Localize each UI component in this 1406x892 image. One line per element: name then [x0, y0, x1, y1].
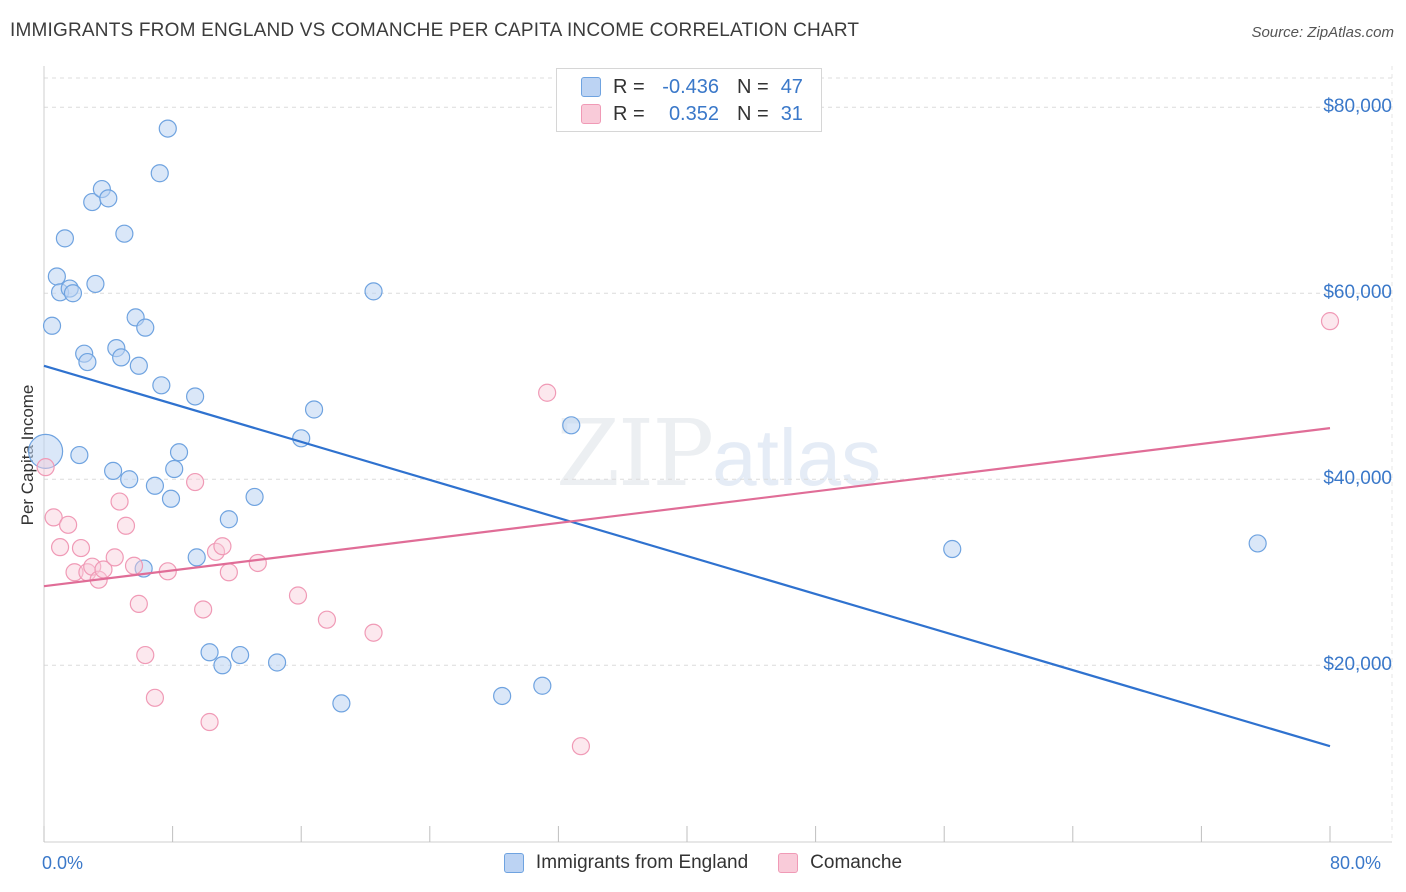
england-point — [70, 445, 89, 465]
comanche-trend-line — [43, 427, 1331, 588]
england-swatch — [581, 77, 601, 97]
comanche-point — [288, 586, 308, 605]
series-legend-england-label: Immigrants from England — [535, 852, 749, 873]
england-point — [231, 645, 250, 665]
england-point — [86, 274, 105, 294]
comanche-point — [136, 645, 155, 665]
y-tick-label: $20,000 — [1323, 654, 1392, 676]
england-point — [120, 470, 139, 489]
correlation-legend: R = -0.436 N = 47 R = 0.352 N = 31 — [556, 68, 822, 132]
legend-row-comanche: R = 0.352 N = 31 — [581, 102, 803, 126]
watermark: ZIPatlas — [556, 400, 881, 507]
england-point — [99, 189, 118, 208]
comanche-point — [571, 737, 591, 756]
england-point — [533, 676, 552, 695]
england-swatch — [503, 853, 524, 873]
comanche-point — [105, 548, 124, 567]
england-point — [304, 400, 324, 419]
comanche-point — [65, 563, 84, 582]
england-point — [219, 510, 238, 529]
comanche-point — [364, 623, 383, 642]
x-tick-label-min: 0.0% — [42, 853, 84, 873]
series-legend-comanche-label: Comanche — [810, 852, 903, 873]
comanche-point — [129, 594, 148, 613]
legend-r-value: -0.436 — [662, 75, 719, 98]
legend-r-label: R = — [613, 102, 645, 125]
england-point — [78, 352, 97, 372]
england-point — [63, 284, 83, 303]
x-tick-label-max: 80.0% — [1330, 853, 1382, 873]
comanche-point — [194, 600, 213, 619]
legend-row-england: R = -0.436 N = 47 — [581, 75, 803, 99]
legend-n-label: N = — [737, 75, 769, 98]
watermark-zip: ZIP — [556, 400, 714, 507]
series-legend: Immigrants from England Comanche — [0, 852, 1406, 874]
source-label: Source: ZipAtlas.com — [1251, 24, 1394, 41]
comanche-point — [213, 537, 232, 556]
england-point — [145, 476, 165, 495]
england-point — [1248, 534, 1267, 553]
england-point — [169, 443, 189, 462]
england-point — [187, 548, 206, 567]
comanche-point — [36, 458, 55, 477]
england-point — [112, 348, 131, 367]
england-point — [364, 282, 383, 301]
england-point — [136, 318, 155, 337]
comanche-point — [44, 508, 63, 527]
comanche-point — [317, 610, 337, 629]
england-point — [562, 416, 581, 435]
england-point — [186, 387, 205, 406]
legend-r-label: R = — [613, 75, 645, 98]
y-tick-label: $60,000 — [1323, 282, 1392, 304]
comanche-point — [200, 712, 219, 732]
legend-n-label: N = — [737, 102, 769, 125]
england-point — [161, 489, 181, 508]
england-point — [55, 229, 74, 248]
y-tick-label: $40,000 — [1323, 468, 1392, 490]
comanche-point — [110, 492, 129, 511]
england-point — [115, 224, 134, 243]
chart-title: IMMIGRANTS FROM ENGLAND VS COMANCHE PER … — [10, 20, 860, 41]
comanche-point — [116, 516, 136, 535]
y-tick-label: $80,000 — [1323, 96, 1392, 118]
legend-n-value: 31 — [780, 102, 803, 125]
comanche-swatch — [778, 853, 799, 873]
england-point — [129, 356, 148, 375]
comanche-point — [1320, 312, 1340, 331]
england-point — [165, 459, 184, 479]
comanche-point — [145, 688, 165, 707]
england-point — [213, 656, 232, 675]
comanche-point — [50, 538, 70, 557]
england-point — [943, 539, 962, 559]
comanche-point — [186, 472, 205, 492]
comanche-point — [124, 556, 144, 575]
england-point — [245, 487, 264, 507]
comanche-point — [219, 563, 238, 582]
england-point — [493, 686, 512, 706]
england-point — [42, 316, 62, 335]
england-point — [104, 461, 123, 480]
england-point — [152, 376, 171, 395]
series-legend-england: Immigrants from England — [503, 852, 749, 874]
comanche-point — [538, 383, 557, 402]
legend-n-value: 47 — [780, 75, 803, 98]
comanche-point — [59, 515, 78, 534]
series-legend-comanche: Comanche — [778, 852, 902, 874]
england-point — [200, 643, 219, 662]
england-point — [47, 267, 66, 286]
england-point — [150, 164, 169, 183]
england-point — [158, 119, 177, 138]
comanche-point — [248, 553, 267, 573]
england-point — [28, 433, 64, 469]
england-point — [267, 653, 287, 672]
legend-r-value: 0.352 — [668, 102, 719, 125]
comanche-point — [71, 538, 91, 558]
england-point — [332, 694, 351, 713]
england-trend-line — [43, 364, 1331, 748]
comanche-swatch — [581, 104, 601, 124]
